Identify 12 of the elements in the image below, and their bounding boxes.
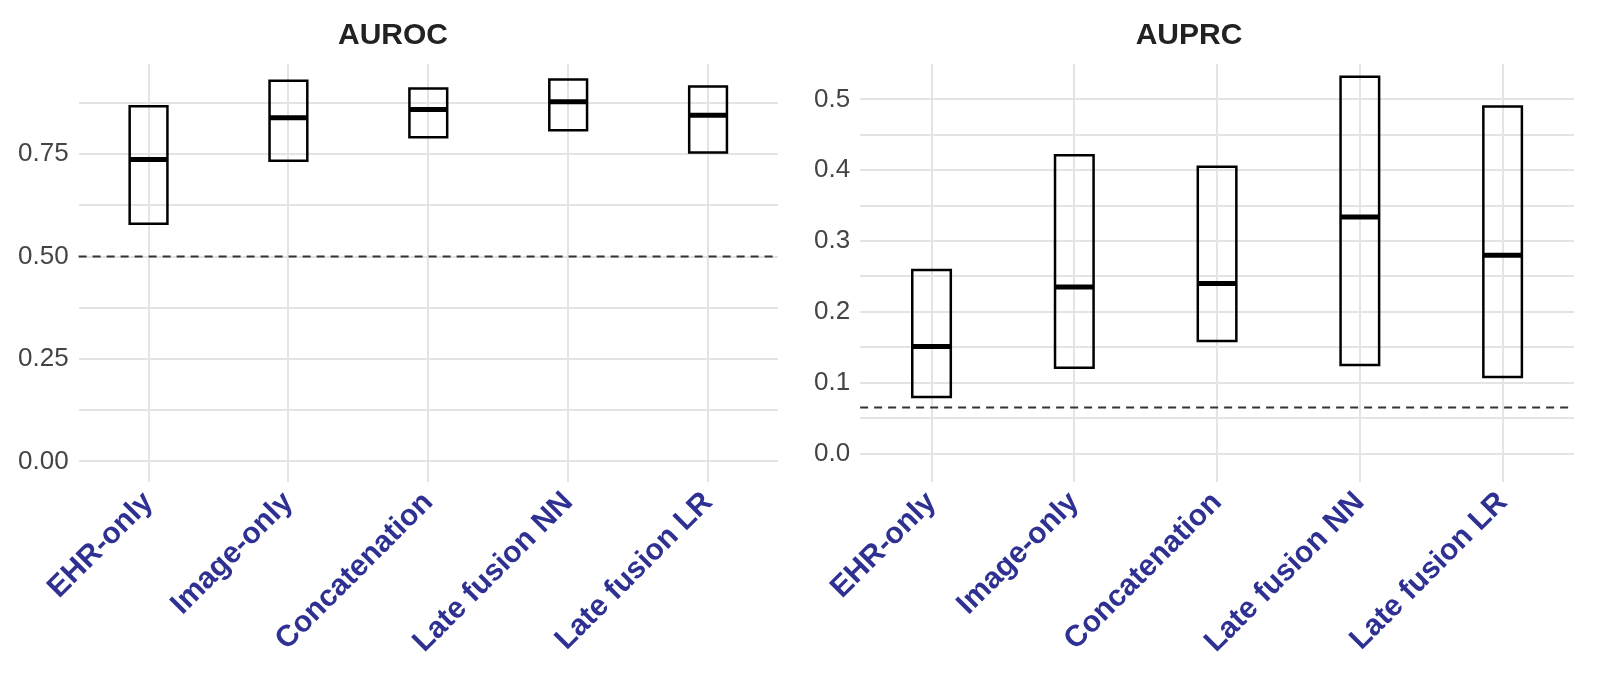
y-tick-label: 0.0 [813,436,851,467]
chart-title: AUROC [338,17,448,51]
y-tick-label: 0.4 [813,153,851,184]
y-tick-label: 0.25 [17,342,69,373]
chart-title: AUPRC [1135,17,1243,51]
y-tick-label: 0.75 [17,137,69,168]
y-tick-label: 0.2 [813,295,851,326]
y-tick-label: 0.00 [17,444,69,475]
y-tick-label: 0.50 [17,239,69,270]
y-tick-label: 0.1 [813,365,851,396]
y-tick-label: 0.5 [813,82,851,113]
y-tick-label: 0.3 [813,224,851,255]
